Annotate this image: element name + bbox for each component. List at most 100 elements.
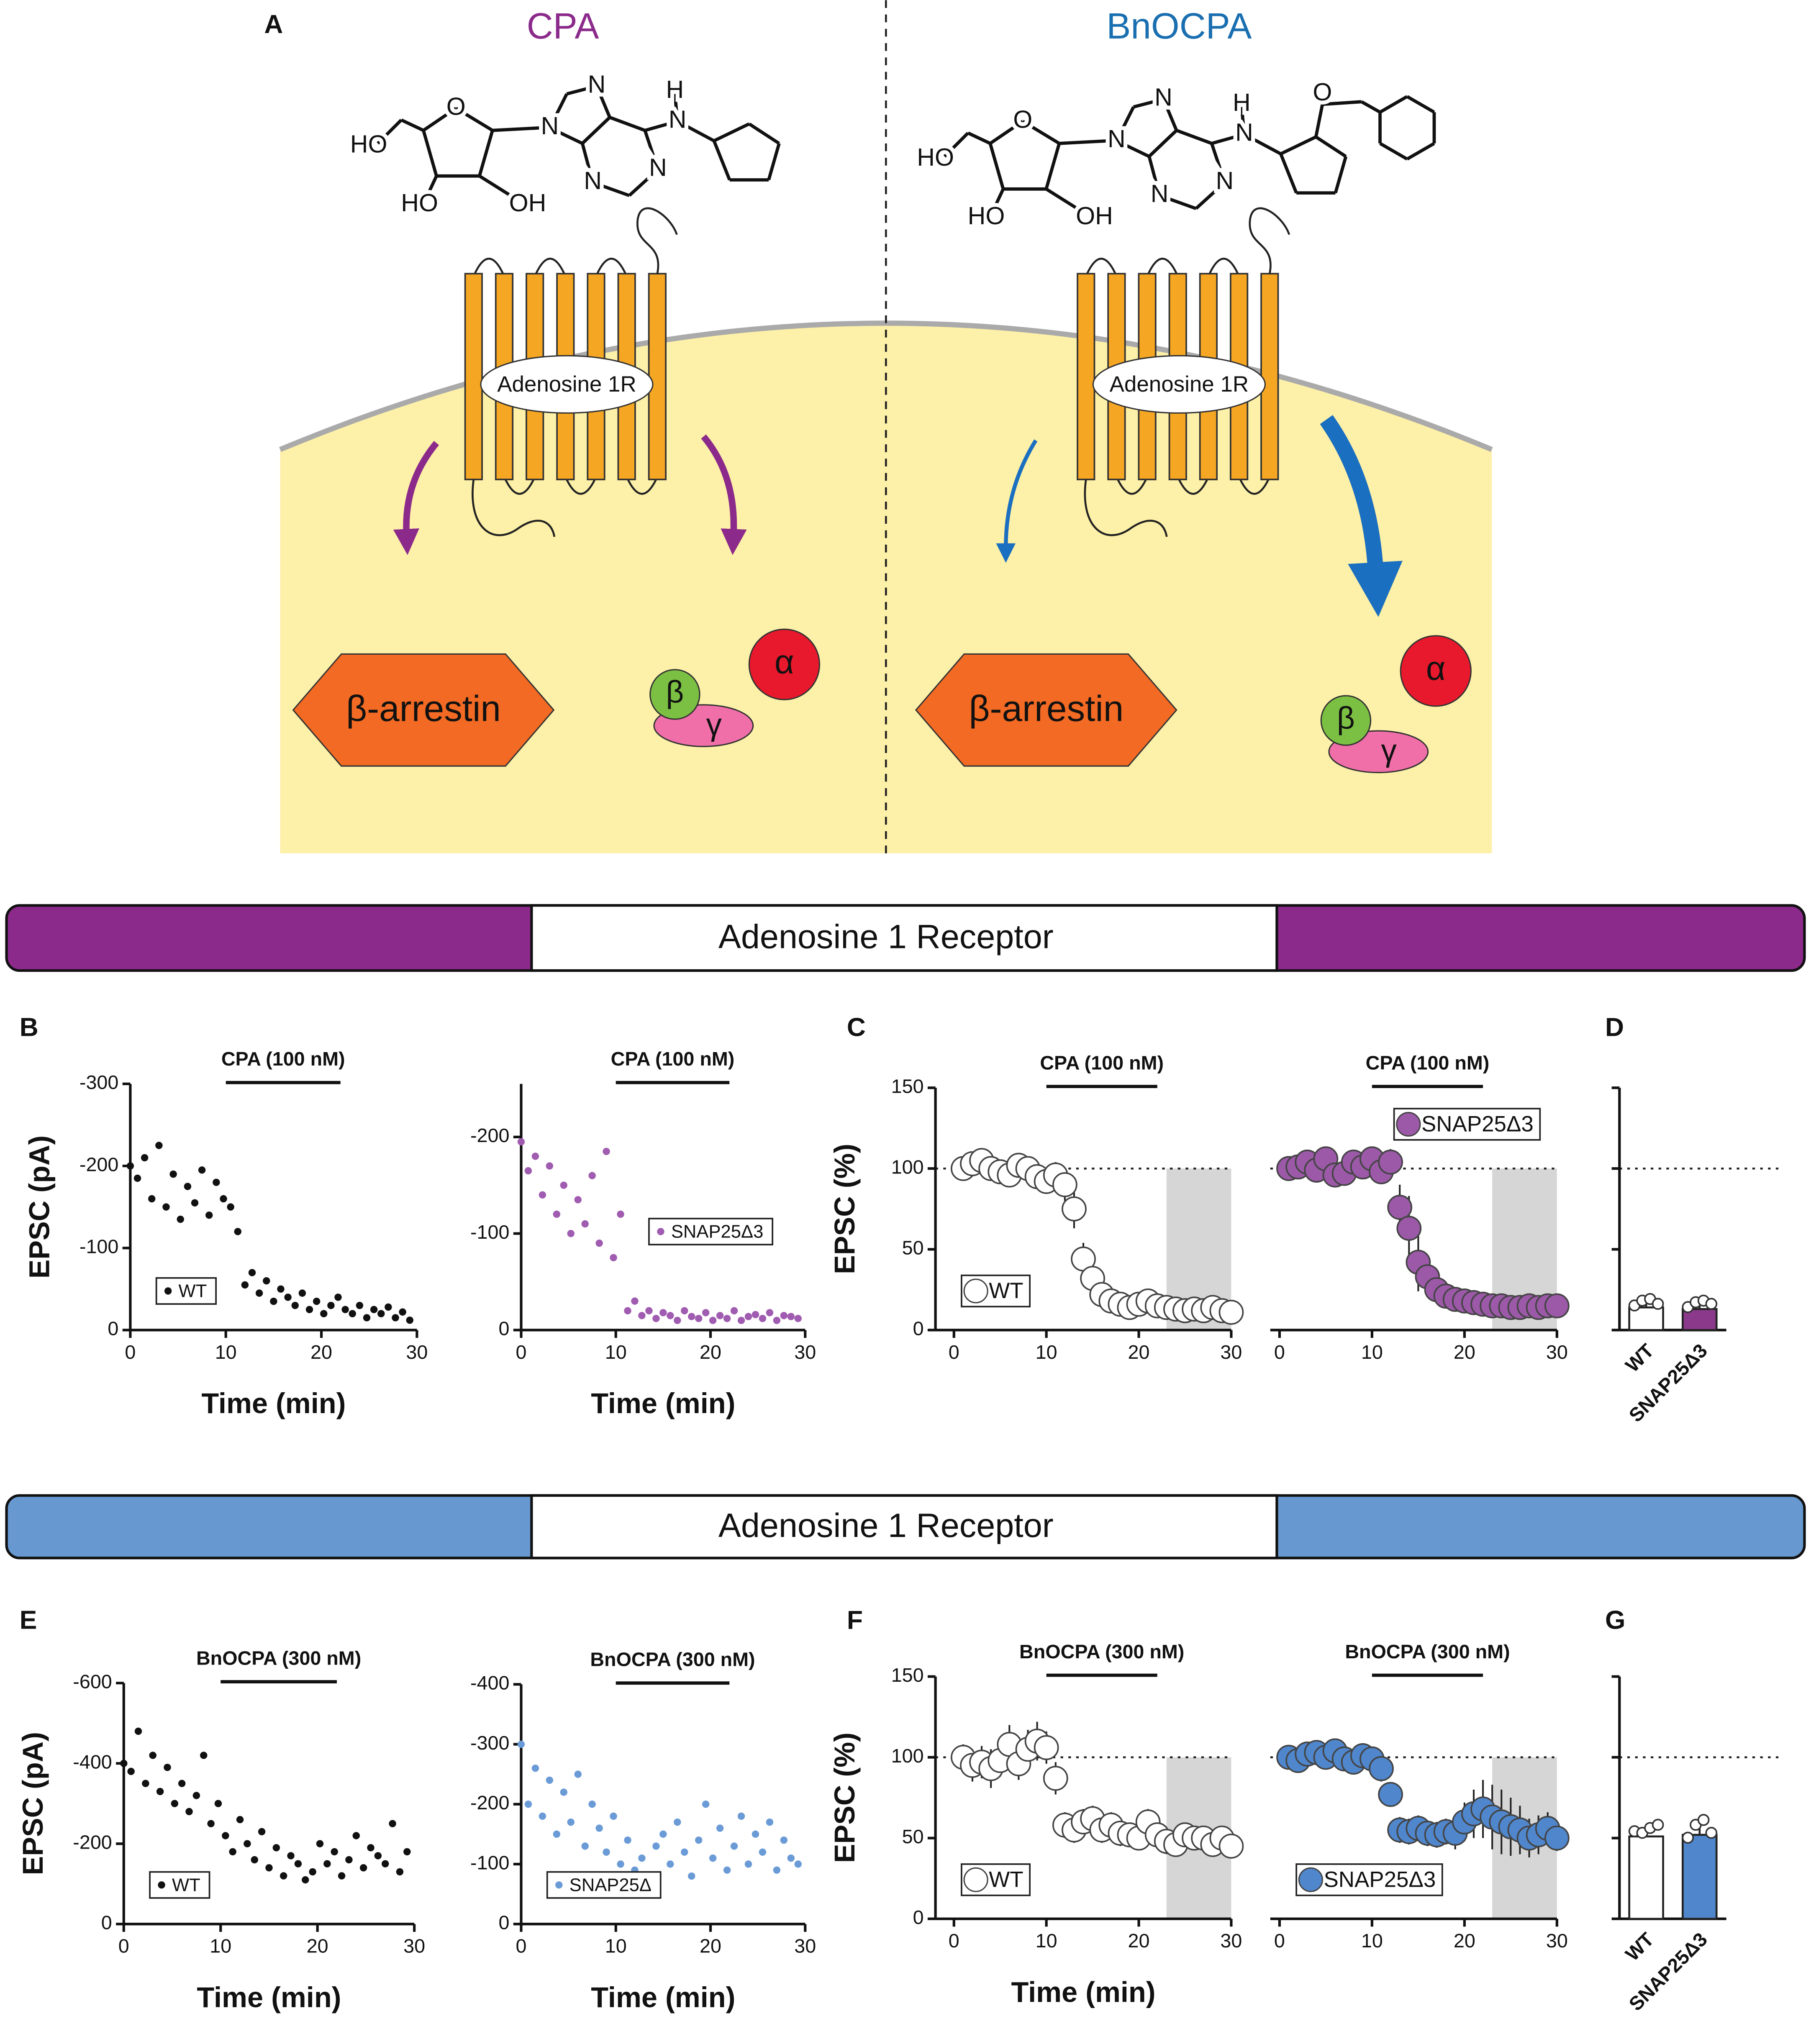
bond — [1379, 142, 1408, 161]
bond — [677, 120, 715, 143]
atom-label: N — [669, 105, 687, 133]
y-tick-label: 100 — [891, 1156, 924, 1178]
x-tick-label: 30 — [794, 1341, 816, 1363]
data-point — [645, 1307, 653, 1314]
y-axis-label: EPSC (%) — [829, 1732, 861, 1863]
data-point — [681, 1307, 688, 1314]
data-point — [1034, 1735, 1059, 1760]
data-point — [1705, 1826, 1718, 1839]
data-point — [567, 1229, 575, 1237]
data-point — [214, 1800, 222, 1807]
bond — [993, 188, 1005, 210]
receptor-label: Adenosine 1R — [1110, 372, 1249, 397]
bond — [1195, 181, 1226, 210]
data-point — [1544, 1825, 1570, 1851]
data-point — [780, 1312, 788, 1319]
x-tick-label: 0 — [516, 1935, 526, 1957]
bond — [1280, 135, 1317, 156]
data-point — [171, 1800, 179, 1807]
bond — [713, 122, 750, 143]
data-point — [581, 1220, 589, 1228]
bond — [1210, 143, 1226, 183]
data-point — [126, 1162, 134, 1170]
data-point — [191, 1199, 199, 1207]
data-point — [531, 1153, 539, 1160]
data-point — [794, 1860, 802, 1868]
y-tick-label: -100 — [80, 1236, 118, 1258]
data-point — [367, 1844, 375, 1852]
title-left: CPA — [527, 6, 599, 46]
data-point — [744, 1860, 752, 1868]
data-point — [227, 1203, 234, 1211]
data-point — [120, 1760, 128, 1767]
data-point — [737, 1812, 745, 1820]
drug-label: BnOCPA (300 nM) — [590, 1649, 755, 1670]
legend-marker — [164, 1287, 172, 1295]
data-point — [305, 1306, 313, 1314]
atom-label: O — [446, 92, 466, 120]
bond — [566, 85, 598, 96]
legend-label: WT — [989, 1867, 1023, 1892]
data-point — [1652, 1298, 1664, 1310]
bond — [1044, 143, 1061, 190]
x-tick-label: 10 — [1361, 1930, 1383, 1952]
data-point — [1387, 1195, 1413, 1220]
data-point — [531, 1765, 539, 1772]
x-tick-label: 20 — [1128, 1341, 1150, 1363]
y-tick-label: -300 — [470, 1732, 509, 1754]
data-point — [389, 1820, 396, 1827]
receptor-ellipse — [1092, 355, 1266, 414]
data-point — [177, 1215, 184, 1223]
data-point — [338, 1872, 346, 1880]
bond — [1059, 139, 1109, 145]
data-point — [539, 1191, 546, 1199]
x-tick-label: 0 — [1274, 1341, 1285, 1363]
y-tick-label: 0 — [498, 1912, 509, 1934]
loop — [595, 258, 628, 277]
data-point — [213, 1178, 220, 1186]
bond — [1315, 136, 1347, 158]
y-tick-label: 150 — [891, 1664, 924, 1686]
data-point — [588, 1172, 596, 1179]
loop — [1238, 476, 1271, 495]
data-point — [766, 1309, 774, 1317]
bond — [1334, 156, 1348, 194]
x-tick-label: 10 — [1036, 1341, 1057, 1363]
data-point — [638, 1312, 646, 1319]
x-tick-label: 20 — [700, 1935, 721, 1957]
data-point — [723, 1866, 731, 1874]
receptor-ellipse — [480, 355, 654, 414]
x-tick-label: 30 — [1546, 1341, 1568, 1363]
data-point — [1062, 1196, 1087, 1222]
y-tick-label: 50 — [902, 1237, 924, 1259]
alpha-label: α — [775, 643, 794, 681]
bond — [943, 132, 970, 158]
data-point — [381, 1860, 389, 1867]
y-tick-label: -200 — [73, 1831, 112, 1853]
data-point — [744, 1313, 752, 1320]
atom-label: N — [1154, 83, 1172, 111]
data-point — [403, 1848, 411, 1856]
beta-label: β — [666, 674, 684, 710]
data-point — [164, 1764, 171, 1771]
data-point — [396, 1868, 404, 1876]
data-point — [524, 1167, 532, 1175]
bond — [426, 175, 438, 197]
data-point — [127, 1767, 135, 1775]
bond — [478, 130, 494, 177]
bond — [967, 131, 991, 145]
arrestin-shape — [292, 653, 555, 767]
arrestin-label: β-arrestin — [346, 688, 501, 729]
legend-marker — [555, 1881, 563, 1889]
atom-label: N — [541, 112, 559, 140]
data-point — [142, 1780, 149, 1787]
atom-label: N — [1235, 118, 1253, 146]
loop — [1116, 476, 1148, 495]
bond — [628, 168, 659, 197]
data-point — [302, 1876, 309, 1884]
y-tick-label: 50 — [902, 1826, 924, 1847]
data-point — [595, 1824, 603, 1832]
data-point — [773, 1317, 781, 1324]
data-point — [766, 1819, 774, 1826]
bond — [1211, 133, 1245, 145]
